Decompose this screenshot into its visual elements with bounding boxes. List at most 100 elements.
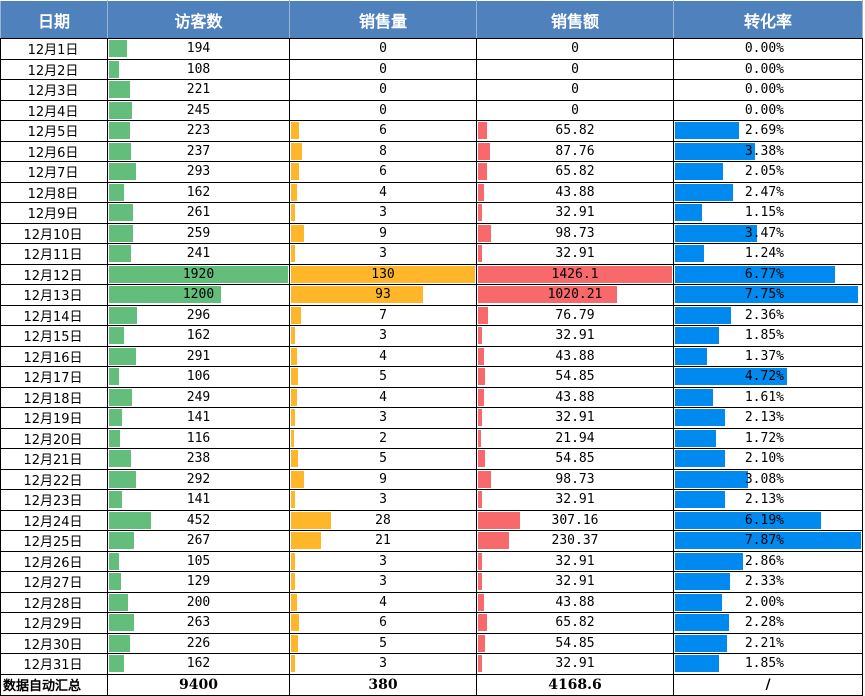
rate-cell[interactable]: 0.00% bbox=[673, 58, 863, 80]
visitors-cell[interactable]: 293 bbox=[107, 161, 290, 183]
amount-cell[interactable]: 54.85 bbox=[476, 448, 674, 470]
rate-cell[interactable]: 2.36% bbox=[673, 304, 863, 326]
amount-cell[interactable]: 32.91 bbox=[476, 325, 674, 347]
amount-cell[interactable]: 230.37 bbox=[476, 530, 674, 552]
header-rate[interactable]: 转化率 bbox=[673, 0, 863, 39]
visitors-cell[interactable]: 141 bbox=[107, 489, 290, 511]
sales-cell[interactable]: 3 bbox=[289, 550, 477, 572]
rate-cell[interactable]: 3.08% bbox=[673, 468, 863, 490]
amount-cell[interactable]: 43.88 bbox=[476, 386, 674, 408]
visitors-cell[interactable]: 116 bbox=[107, 427, 290, 449]
date-cell[interactable]: 12月15日 bbox=[0, 325, 108, 347]
date-cell[interactable]: 12月7日 bbox=[0, 161, 108, 183]
sales-cell[interactable]: 6 bbox=[289, 120, 477, 142]
visitors-cell[interactable]: 221 bbox=[107, 79, 290, 101]
rate-cell[interactable]: 2.69% bbox=[673, 120, 863, 142]
visitors-cell[interactable]: 226 bbox=[107, 632, 290, 654]
amount-cell[interactable]: 43.88 bbox=[476, 591, 674, 613]
visitors-cell[interactable]: 238 bbox=[107, 448, 290, 470]
amount-cell[interactable]: 98.73 bbox=[476, 222, 674, 244]
date-cell[interactable]: 12月27日 bbox=[0, 571, 108, 593]
amount-cell[interactable]: 0 bbox=[476, 38, 674, 60]
visitors-cell[interactable]: 452 bbox=[107, 509, 290, 531]
rate-cell[interactable]: 2.33% bbox=[673, 571, 863, 593]
visitors-cell[interactable]: 162 bbox=[107, 325, 290, 347]
sales-cell[interactable]: 3 bbox=[289, 325, 477, 347]
rate-cell[interactable]: 6.77% bbox=[673, 263, 863, 285]
date-cell[interactable]: 12月13日 bbox=[0, 284, 108, 306]
visitors-cell[interactable]: 245 bbox=[107, 99, 290, 121]
visitors-cell[interactable]: 105 bbox=[107, 550, 290, 572]
sales-cell[interactable]: 5 bbox=[289, 632, 477, 654]
amount-cell[interactable]: 1426.1 bbox=[476, 263, 674, 285]
amount-cell[interactable]: 32.91 bbox=[476, 653, 674, 675]
sales-cell[interactable]: 5 bbox=[289, 448, 477, 470]
date-cell[interactable]: 12月30日 bbox=[0, 632, 108, 654]
sales-cell[interactable]: 0 bbox=[289, 58, 477, 80]
amount-cell[interactable]: 307.16 bbox=[476, 509, 674, 531]
sales-cell[interactable]: 3 bbox=[289, 653, 477, 675]
sales-cell[interactable]: 93 bbox=[289, 284, 477, 306]
summary-rate[interactable]: / bbox=[673, 673, 863, 696]
summary-sales[interactable]: 380 bbox=[289, 673, 477, 696]
date-cell[interactable]: 12月8日 bbox=[0, 181, 108, 203]
rate-cell[interactable]: 2.21% bbox=[673, 632, 863, 654]
sales-cell[interactable]: 3 bbox=[289, 489, 477, 511]
header-amount[interactable]: 销售额 bbox=[476, 0, 674, 39]
sales-cell[interactable]: 4 bbox=[289, 386, 477, 408]
header-visitors[interactable]: 访客数 bbox=[107, 0, 290, 39]
rate-cell[interactable]: 1.85% bbox=[673, 325, 863, 347]
date-cell[interactable]: 12月12日 bbox=[0, 263, 108, 285]
visitors-cell[interactable]: 241 bbox=[107, 243, 290, 265]
rate-cell[interactable]: 3.47% bbox=[673, 222, 863, 244]
sales-cell[interactable]: 3 bbox=[289, 571, 477, 593]
amount-cell[interactable]: 32.91 bbox=[476, 550, 674, 572]
visitors-cell[interactable]: 1200 bbox=[107, 284, 290, 306]
amount-cell[interactable]: 54.85 bbox=[476, 632, 674, 654]
visitors-cell[interactable]: 291 bbox=[107, 345, 290, 367]
header-date[interactable]: 日期 bbox=[0, 0, 108, 39]
amount-cell[interactable]: 87.76 bbox=[476, 140, 674, 162]
sales-cell[interactable]: 4 bbox=[289, 345, 477, 367]
date-cell[interactable]: 12月16日 bbox=[0, 345, 108, 367]
date-cell[interactable]: 12月19日 bbox=[0, 407, 108, 429]
sales-cell[interactable]: 7 bbox=[289, 304, 477, 326]
rate-cell[interactable]: 0.00% bbox=[673, 38, 863, 60]
date-cell[interactable]: 12月5日 bbox=[0, 120, 108, 142]
rate-cell[interactable]: 1.85% bbox=[673, 653, 863, 675]
sales-cell[interactable]: 9 bbox=[289, 222, 477, 244]
rate-cell[interactable]: 2.13% bbox=[673, 489, 863, 511]
amount-cell[interactable]: 32.91 bbox=[476, 489, 674, 511]
date-cell[interactable]: 12月23日 bbox=[0, 489, 108, 511]
sales-cell[interactable]: 4 bbox=[289, 181, 477, 203]
visitors-cell[interactable]: 1920 bbox=[107, 263, 290, 285]
amount-cell[interactable]: 98.73 bbox=[476, 468, 674, 490]
amount-cell[interactable]: 65.82 bbox=[476, 161, 674, 183]
date-cell[interactable]: 12月26日 bbox=[0, 550, 108, 572]
date-cell[interactable]: 12月18日 bbox=[0, 386, 108, 408]
amount-cell[interactable]: 0 bbox=[476, 99, 674, 121]
visitors-cell[interactable]: 237 bbox=[107, 140, 290, 162]
rate-cell[interactable]: 1.61% bbox=[673, 386, 863, 408]
visitors-cell[interactable]: 249 bbox=[107, 386, 290, 408]
rate-cell[interactable]: 6.19% bbox=[673, 509, 863, 531]
visitors-cell[interactable]: 141 bbox=[107, 407, 290, 429]
rate-cell[interactable]: 2.05% bbox=[673, 161, 863, 183]
amount-cell[interactable]: 54.85 bbox=[476, 366, 674, 388]
rate-cell[interactable]: 1.24% bbox=[673, 243, 863, 265]
amount-cell[interactable]: 76.79 bbox=[476, 304, 674, 326]
rate-cell[interactable]: 7.87% bbox=[673, 530, 863, 552]
rate-cell[interactable]: 2.13% bbox=[673, 407, 863, 429]
sales-cell[interactable]: 4 bbox=[289, 591, 477, 613]
date-cell[interactable]: 12月14日 bbox=[0, 304, 108, 326]
date-cell[interactable]: 12月9日 bbox=[0, 202, 108, 224]
rate-cell[interactable]: 2.00% bbox=[673, 591, 863, 613]
amount-cell[interactable]: 32.91 bbox=[476, 243, 674, 265]
amount-cell[interactable]: 43.88 bbox=[476, 181, 674, 203]
visitors-cell[interactable]: 108 bbox=[107, 58, 290, 80]
visitors-cell[interactable]: 261 bbox=[107, 202, 290, 224]
sales-cell[interactable]: 21 bbox=[289, 530, 477, 552]
amount-cell[interactable]: 65.82 bbox=[476, 612, 674, 634]
date-cell[interactable]: 12月25日 bbox=[0, 530, 108, 552]
rate-cell[interactable]: 2.47% bbox=[673, 181, 863, 203]
